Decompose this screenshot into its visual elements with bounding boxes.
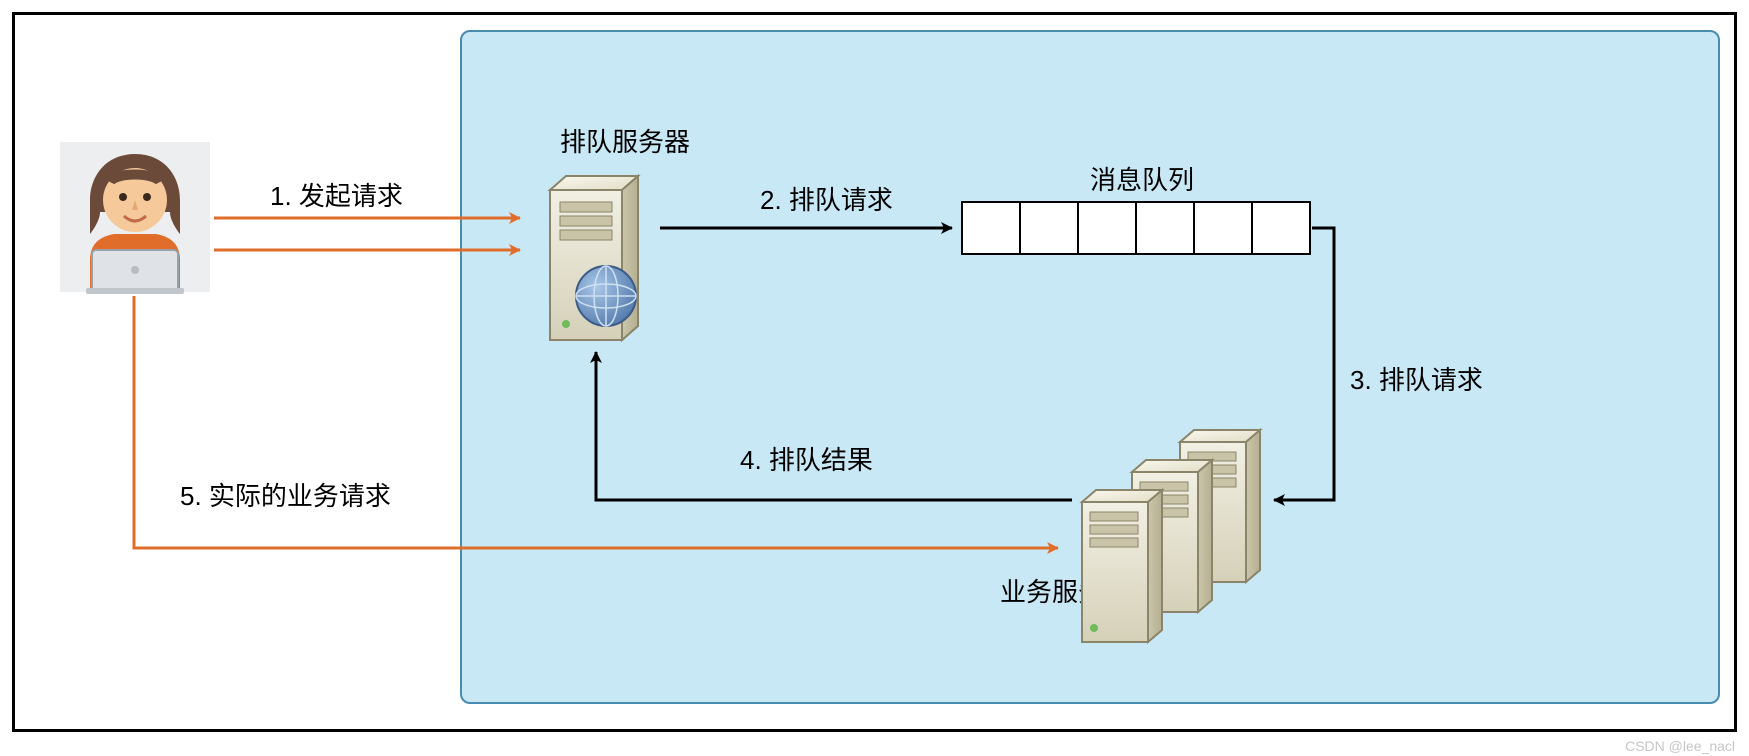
edge-4-arrow <box>596 352 1072 500</box>
message-queue-cells <box>962 202 1310 254</box>
edge-3-arrow <box>1274 228 1334 500</box>
watermark-text: CSDN @lee_nacl <box>1625 738 1735 754</box>
user-icon <box>60 142 210 294</box>
queue-server-icon <box>550 176 638 340</box>
diagram-svg <box>0 0 1749 756</box>
business-server-icon <box>1082 430 1260 642</box>
